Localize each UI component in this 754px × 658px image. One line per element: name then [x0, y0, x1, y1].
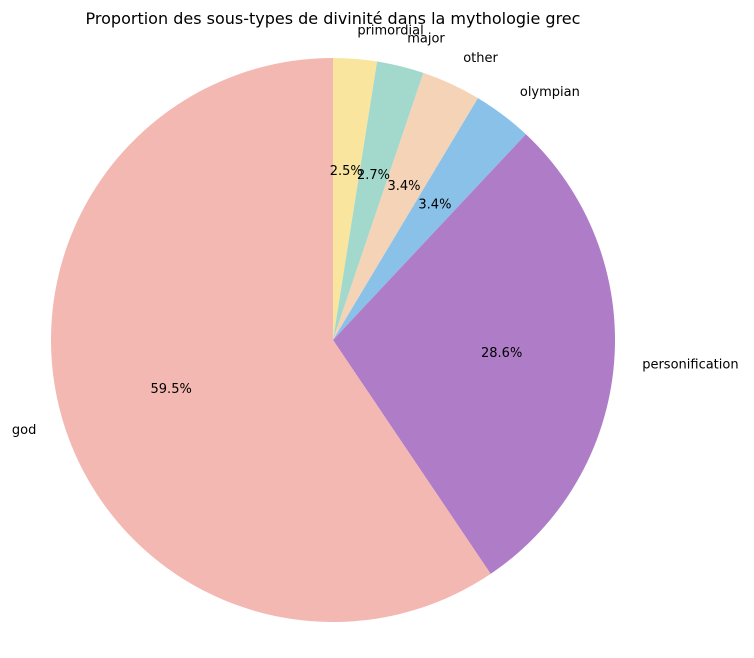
pie-slice-olympian — [333, 98, 526, 340]
slice-percent-other: 3.4% — [387, 179, 420, 194]
slice-label-primordial: primordial — [357, 23, 423, 38]
slice-percent-personification: 28.6% — [481, 346, 522, 361]
slice-percent-god: 59.5% — [151, 382, 192, 397]
pie-slice-primordial — [333, 58, 378, 340]
slice-label-personification: personification — [642, 357, 738, 372]
slice-percent-olympian: 3.4% — [418, 197, 451, 212]
chart-title: Proportion des sous-types de divinité da… — [86, 9, 581, 28]
slice-percent-major: 2.7% — [357, 168, 390, 183]
slice-label-other: other — [463, 51, 498, 66]
slice-label-olympian: olympian — [520, 85, 580, 100]
pie-slices — [50, 58, 615, 622]
pie-slice-major — [333, 61, 424, 341]
pie-slice-personification — [333, 134, 615, 574]
pie-slice-other — [333, 72, 478, 341]
slice-label-god: god — [12, 423, 36, 438]
pie-labels: primordial 2.5% major 2.7% other 3.4% olympian… — [12, 23, 739, 438]
slice-percent-primordial: 2.5% — [330, 164, 363, 179]
slice-label-major: major — [407, 31, 445, 46]
pie-slice-god — [50, 58, 491, 622]
